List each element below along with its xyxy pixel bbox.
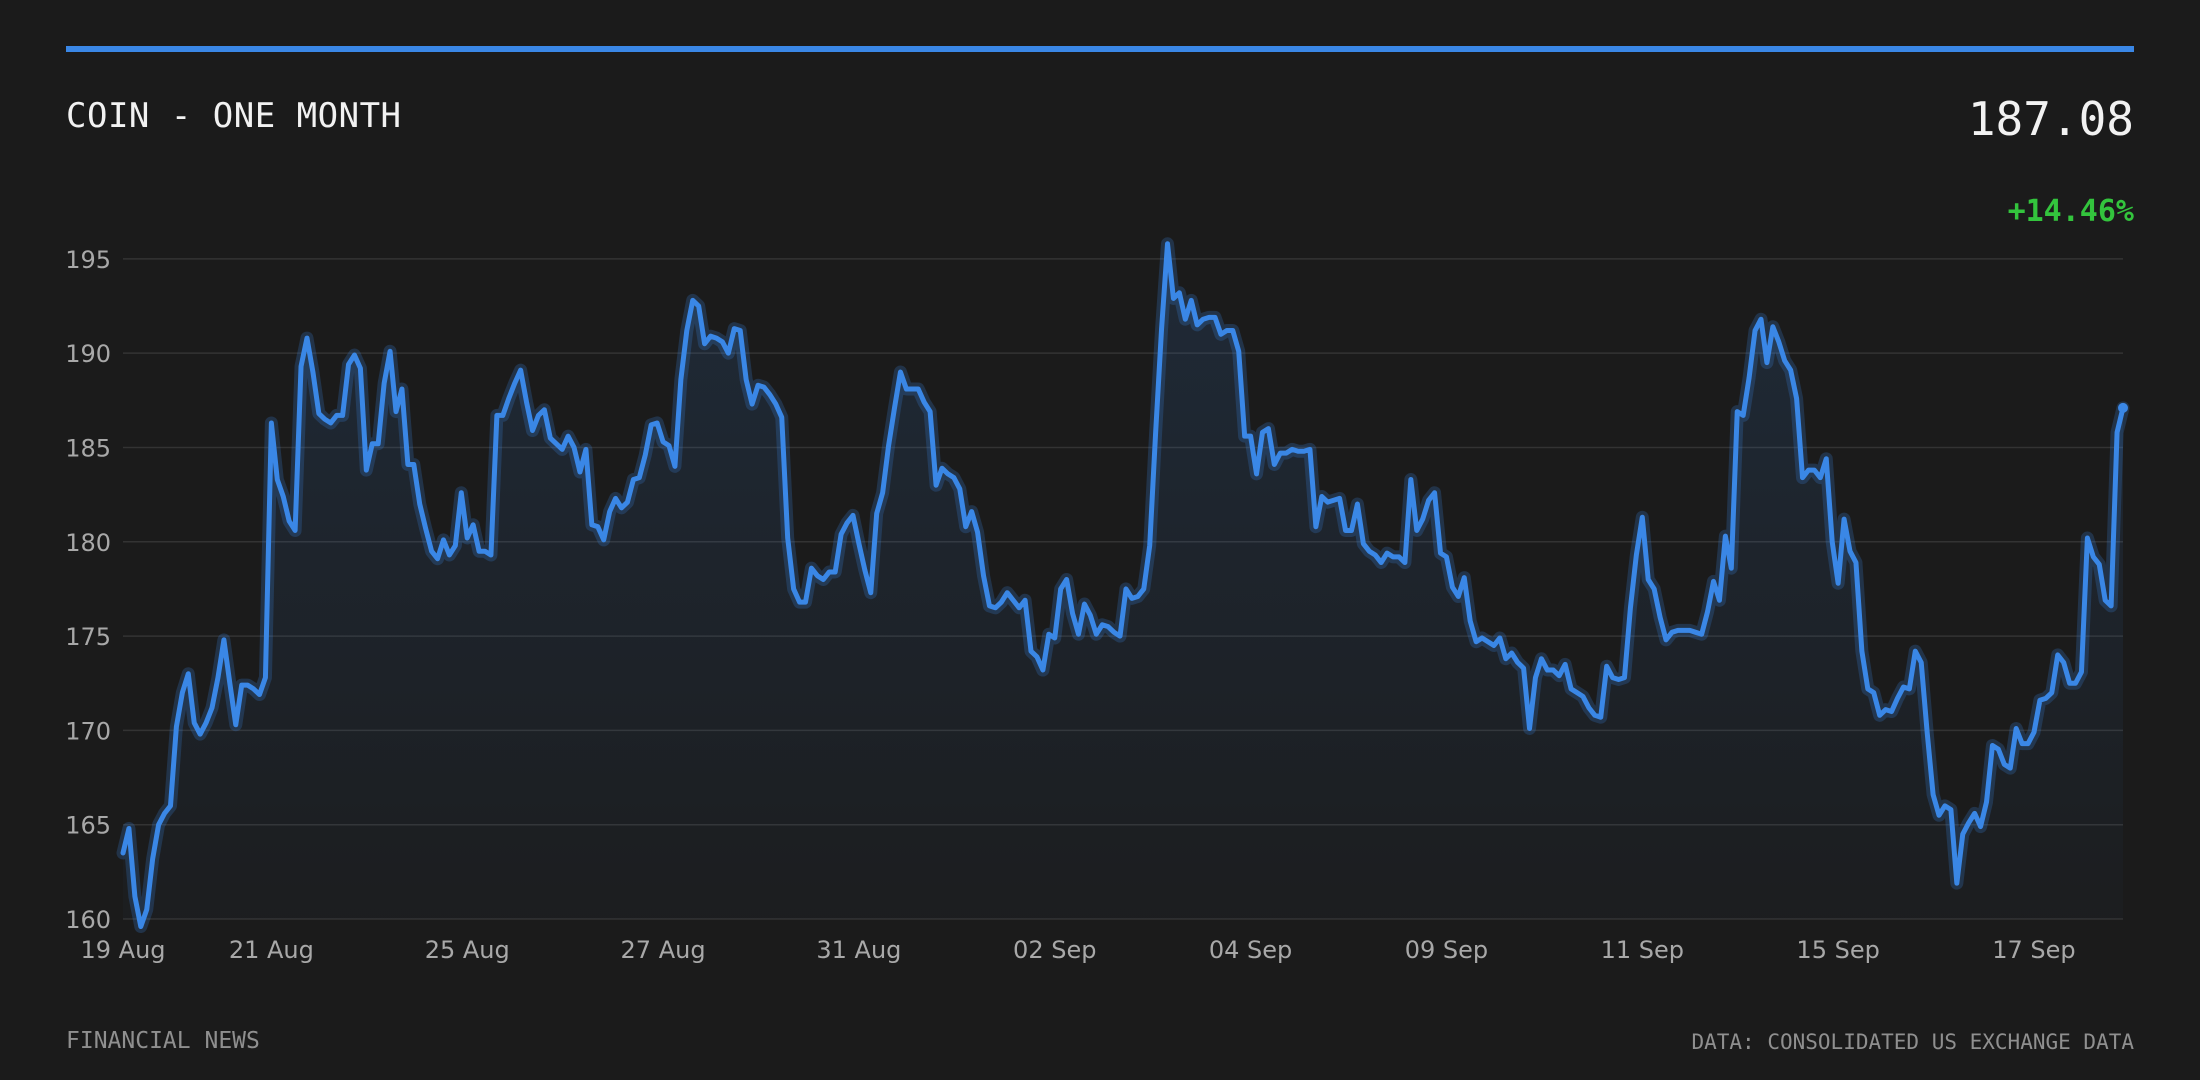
last-price: 187.08 [1967, 92, 2134, 146]
x-tick-label: 27 Aug [621, 936, 706, 964]
x-tick-label: 25 Aug [425, 936, 510, 964]
y-axis-ticks: 160 165 170 175 180 185 190 195 [65, 246, 111, 934]
x-tick-label: 15 Sep [1796, 936, 1879, 964]
x-axis-ticks: 19 Aug 21 Aug 25 Aug 27 Aug 31 Aug 02 Sep 04 S… [80, 936, 2075, 964]
last-price-marker [2118, 402, 2128, 413]
y-tick-label: 195 [65, 246, 111, 274]
y-tick-label: 180 [65, 529, 111, 557]
x-tick-label: 19 Aug [80, 936, 165, 964]
y-tick-label: 170 [65, 717, 111, 745]
y-tick-label: 175 [65, 623, 111, 651]
x-tick-label: 04 Sep [1209, 936, 1292, 964]
y-tick-label: 165 [65, 812, 111, 840]
y-tick-label: 160 [65, 906, 111, 934]
footer-data-credit: DATA: CONSOLIDATED US EXCHANGE DATA [1691, 1030, 2134, 1054]
x-tick-label: 09 Sep [1405, 936, 1488, 964]
x-tick-label: 02 Sep [1013, 936, 1096, 964]
price-change: +14.46% [2007, 194, 2134, 229]
price-line [120, 241, 2126, 930]
x-tick-label: 17 Sep [1992, 936, 2075, 964]
price-area [123, 243, 2123, 927]
y-tick-label: 190 [65, 340, 111, 368]
y-tick-label: 185 [65, 434, 111, 462]
accent-bar [66, 46, 2134, 52]
footer-source: FINANCIAL NEWS [66, 1028, 260, 1054]
chart-title: COIN - ONE MONTH [66, 96, 402, 136]
x-tick-label: 11 Sep [1601, 936, 1684, 964]
x-tick-label: 31 Aug [816, 936, 901, 964]
x-tick-label: 21 Aug [229, 936, 314, 964]
